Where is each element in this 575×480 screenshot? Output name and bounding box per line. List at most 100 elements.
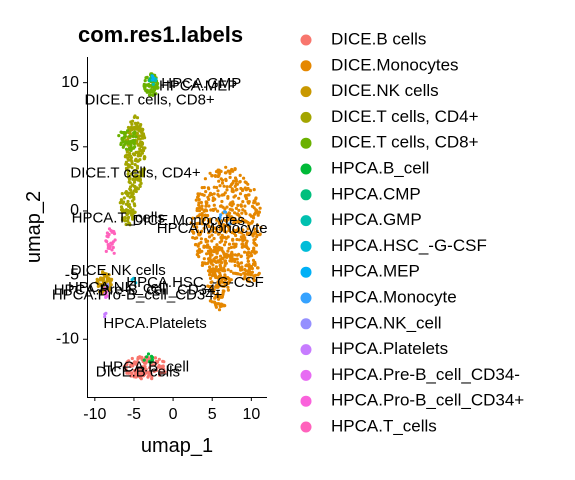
data-point	[111, 245, 115, 250]
data-point	[202, 218, 206, 222]
data-point	[125, 362, 129, 367]
data-point	[132, 180, 137, 184]
data-point	[230, 253, 235, 257]
cluster-label: DICE.T cells, CD8+	[85, 92, 215, 109]
axes	[87, 57, 267, 398]
data-point	[195, 207, 199, 211]
legend-label: HPCA.MEP	[331, 262, 420, 281]
data-point	[137, 356, 141, 360]
data-point	[197, 198, 201, 202]
data-point	[238, 173, 242, 177]
data-point	[217, 296, 221, 300]
data-point	[233, 167, 237, 172]
data-point	[135, 363, 139, 367]
data-point	[241, 217, 245, 221]
data-point	[119, 141, 123, 145]
data-point	[229, 245, 234, 249]
data-point	[127, 140, 131, 144]
data-point	[121, 216, 125, 220]
cluster-label: HPCA.B_cell	[102, 358, 189, 375]
data-point	[120, 207, 124, 211]
data-point	[134, 135, 138, 139]
legend-label: HPCA.NK_cell	[331, 313, 442, 332]
data-point	[211, 273, 215, 277]
data-point	[193, 243, 198, 247]
data-point	[128, 175, 132, 180]
data-point	[241, 228, 245, 232]
data-point	[204, 204, 208, 208]
data-point	[150, 377, 154, 381]
data-point	[142, 155, 147, 159]
data-point	[124, 208, 128, 212]
data-point	[130, 166, 134, 170]
data-point	[112, 232, 117, 236]
data-point	[226, 169, 230, 173]
legend: DICE.B cells DICE.Monocytes DICE.NK cells D…	[300, 29, 524, 435]
data-point	[230, 188, 234, 192]
data-point	[247, 279, 251, 283]
data-point	[200, 204, 204, 208]
data-point	[229, 218, 233, 222]
data-point	[220, 199, 224, 204]
data-point	[110, 248, 114, 252]
data-point	[233, 259, 237, 264]
data-point	[247, 223, 251, 227]
data-point	[228, 171, 232, 175]
legend-label: HPCA.Pro-B_cell_CD34+	[331, 391, 524, 410]
data-point	[238, 266, 242, 270]
data-point	[138, 374, 142, 378]
data-point	[197, 209, 202, 213]
data-point	[126, 165, 130, 169]
data-point	[229, 169, 233, 173]
data-point	[257, 210, 261, 214]
data-point	[230, 204, 234, 208]
data-point	[253, 200, 257, 204]
data-point	[219, 260, 223, 264]
data-point	[124, 140, 128, 144]
data-point	[242, 176, 246, 180]
data-point	[213, 302, 218, 307]
series-9	[150, 74, 155, 82]
data-point	[245, 197, 249, 201]
data-point	[220, 236, 224, 240]
legend-label: HPCA.Pre-B_cell_CD34-	[331, 365, 520, 384]
data-point	[207, 245, 211, 250]
data-point	[218, 223, 222, 227]
data-point	[112, 251, 116, 255]
cluster-label: DICE.NK cells	[71, 262, 166, 279]
data-point	[212, 249, 216, 253]
data-point	[123, 215, 127, 220]
data-point	[225, 255, 229, 259]
data-point	[242, 271, 246, 275]
data-point	[213, 256, 218, 260]
data-point	[135, 164, 139, 168]
data-point	[143, 79, 147, 83]
data-point	[101, 276, 105, 280]
data-point	[138, 147, 142, 151]
data-point	[222, 284, 226, 288]
data-point	[209, 261, 213, 265]
data-point	[109, 241, 113, 245]
data-point	[131, 212, 135, 216]
data-point	[240, 211, 244, 215]
data-point	[224, 240, 228, 244]
data-point	[142, 146, 146, 150]
data-point	[161, 364, 165, 368]
data-point	[213, 271, 217, 275]
data-point	[133, 370, 137, 374]
data-point	[255, 235, 259, 239]
data-point	[218, 204, 223, 208]
data-point	[138, 158, 142, 162]
data-point	[231, 242, 235, 246]
data-point	[145, 88, 149, 92]
cluster-label: HPCA.GMP	[161, 75, 241, 92]
data-point	[225, 205, 229, 209]
legend-item: HPCA.MEP	[300, 262, 420, 281]
data-point	[228, 222, 232, 226]
data-point	[250, 204, 255, 208]
data-point	[151, 76, 155, 80]
data-point	[126, 212, 130, 216]
data-point	[144, 371, 148, 375]
data-point	[200, 229, 204, 233]
data-point	[213, 174, 218, 178]
